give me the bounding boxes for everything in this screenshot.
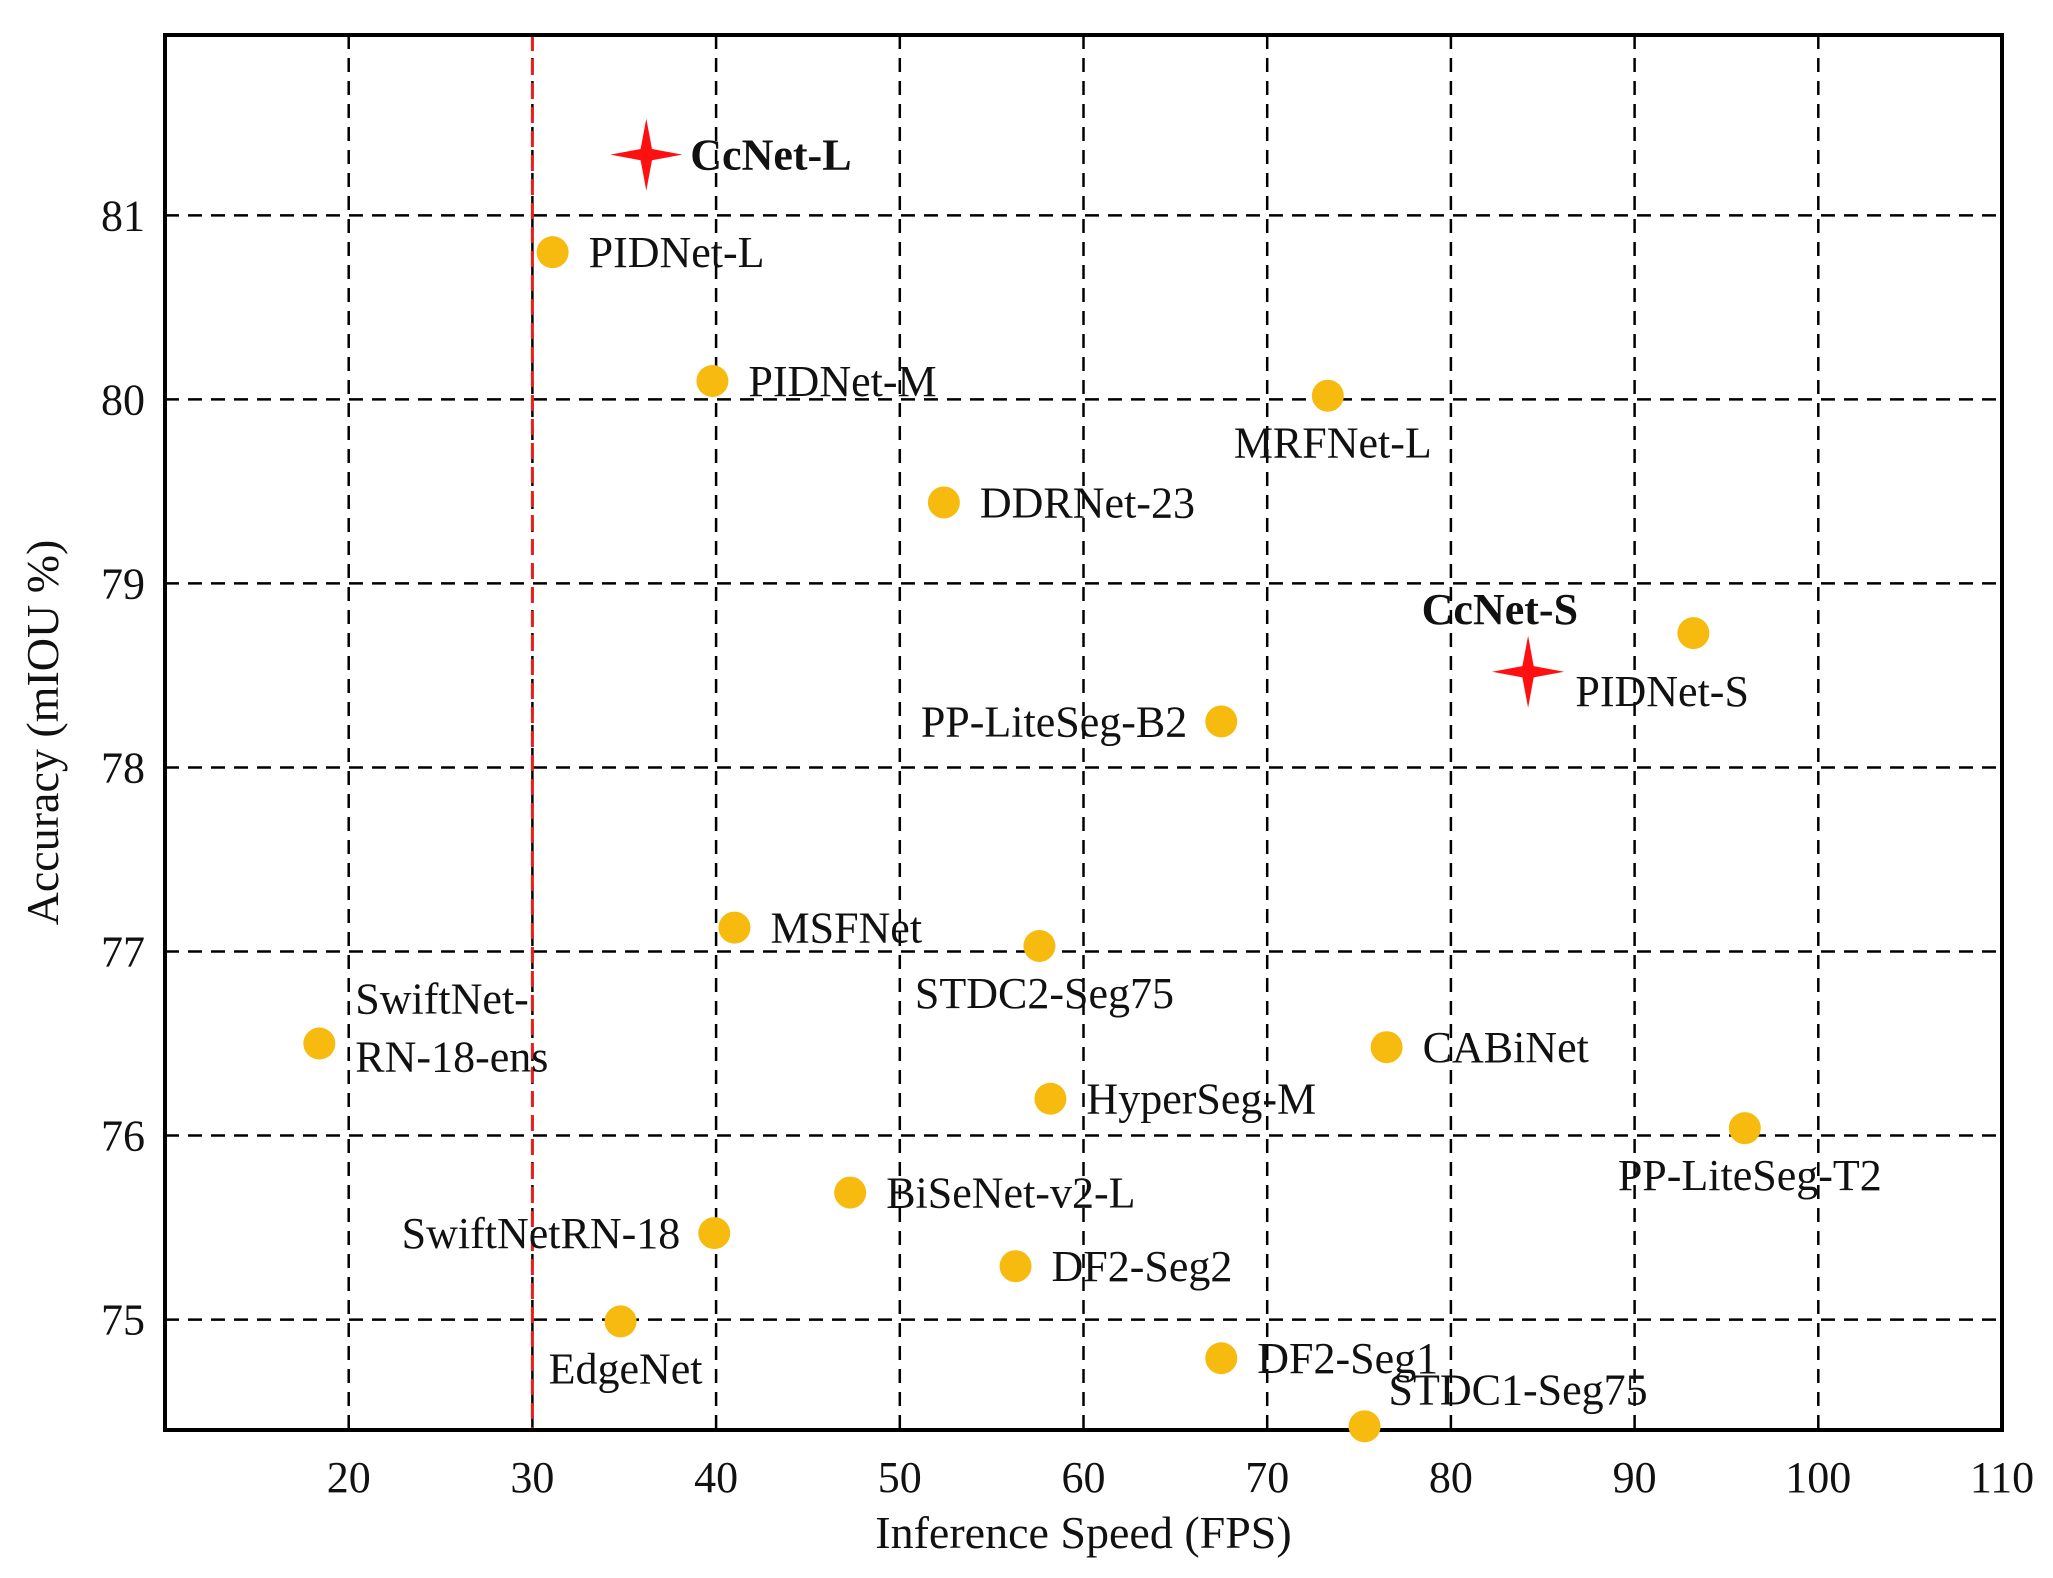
point-marker-mrfnet-l	[1311, 379, 1344, 412]
y-tick-label-77: 77	[101, 928, 145, 977]
y-tick-label-76: 76	[101, 1112, 145, 1161]
x-tick-label-50: 50	[878, 1453, 922, 1502]
marker-layer	[303, 118, 1761, 1443]
point-label-line-swiftnet-rn-18-ens: SwiftNet-	[355, 975, 529, 1024]
label-layer: CcNet-L PIDNet-L PIDNet-M MRFNet-L DDRNet-23…	[355, 131, 1882, 1415]
y-axis-title: Accuracy (mIOU %)	[17, 540, 68, 926]
point-label-df2-seg1: DF2-Seg1	[1257, 1334, 1438, 1383]
point-label-swiftnetrn-18: SwiftNetRN-18	[402, 1209, 681, 1258]
x-tick-label-80: 80	[1429, 1453, 1473, 1502]
point-label-edgenet: EdgeNet	[549, 1344, 703, 1393]
y-tick-label-75: 75	[101, 1296, 145, 1345]
point-label-pidnet-l: PIDNet-L	[589, 228, 765, 277]
star-marker-ccnet-l	[610, 118, 683, 191]
point-marker-df2-seg2	[999, 1250, 1032, 1283]
plot-frame	[163, 33, 2004, 1432]
point-label-stdc2-seg75: STDC2-Seg75	[915, 969, 1174, 1018]
x-axis-title: Inference Speed (FPS)	[875, 1507, 1291, 1558]
point-label-ccnet-l: CcNet-L	[690, 131, 851, 180]
y-tick-label-79: 79	[101, 559, 145, 608]
point-marker-ddrnet-23	[927, 486, 960, 519]
x-tick-label-60: 60	[1062, 1453, 1106, 1502]
point-marker-swiftnet-rn-18-ens	[303, 1027, 336, 1060]
point-marker-pidnet-m	[696, 364, 729, 397]
point-marker-edgenet	[604, 1305, 637, 1338]
point-label-ccnet-s: CcNet-S	[1422, 585, 1578, 634]
point-marker-stdc2-seg75	[1023, 929, 1056, 962]
point-marker-stdc1-seg75	[1348, 1410, 1381, 1443]
point-marker-hyperseg-m	[1034, 1082, 1067, 1115]
point-label-hyperseg-m: HyperSeg-M	[1086, 1075, 1316, 1124]
point-label-pp-liteseg-t2: PP-LiteSeg-T2	[1618, 1151, 1882, 1200]
point-marker-swiftnetrn-18	[698, 1217, 731, 1250]
x-tick-label-40: 40	[694, 1453, 738, 1502]
x-tick-label-70: 70	[1245, 1453, 1289, 1502]
x-tick-label-100: 100	[1785, 1453, 1851, 1502]
grid-layer	[165, 35, 2002, 1430]
tick-layer: 20 30 40 50 60 70 80 90 100 110 75 76 77 78 79 80 81	[101, 191, 2034, 1502]
point-marker-df2-seg1	[1205, 1342, 1238, 1375]
point-label-pp-liteseg-b2: PP-LiteSeg-B2	[921, 697, 1187, 746]
point-label-pidnet-s: PIDNet-S	[1575, 667, 1749, 716]
point-marker-cabinet	[1370, 1031, 1403, 1064]
point-label-stdc1-seg75: STDC1-Seg75	[1389, 1365, 1648, 1414]
point-marker-pp-liteseg-b2	[1205, 705, 1238, 738]
point-label-swiftnet-rn-18-ens: SwiftNet- RN-18-ens	[355, 975, 548, 1082]
point-label-cabinet: CABiNet	[1423, 1023, 1589, 1072]
y-tick-label-80: 80	[101, 375, 145, 424]
point-marker-pp-liteseg-t2	[1728, 1112, 1761, 1145]
y-tick-label-78: 78	[101, 743, 145, 792]
point-label-ddrnet-23: DDRNet-23	[980, 478, 1195, 527]
x-tick-label-30: 30	[510, 1453, 554, 1502]
x-tick-label-20: 20	[327, 1453, 371, 1502]
y-tick-label-81: 81	[101, 191, 145, 240]
star-marker-ccnet-s	[1492, 635, 1565, 708]
x-tick-label-90: 90	[1613, 1453, 1657, 1502]
point-label-msfnet: MSFNet	[770, 904, 922, 953]
x-tick-label-110: 110	[1970, 1453, 2034, 1502]
point-marker-pidnet-l	[536, 236, 569, 269]
point-label-pidnet-m: PIDNet-M	[748, 357, 936, 406]
point-marker-msfnet	[718, 911, 751, 944]
point-label-line-swiftnet-rn-18-ens: RN-18-ens	[355, 1033, 548, 1082]
point-marker-pidnet-s	[1677, 617, 1710, 650]
point-marker-bisenet-v2-l	[834, 1176, 867, 1209]
point-label-df2-seg2: DF2-Seg2	[1052, 1242, 1233, 1291]
point-label-mrfnet-l: MRFNet-L	[1234, 419, 1432, 468]
point-label-bisenet-v2-l: BiSeNet-v2-L	[886, 1169, 1135, 1218]
